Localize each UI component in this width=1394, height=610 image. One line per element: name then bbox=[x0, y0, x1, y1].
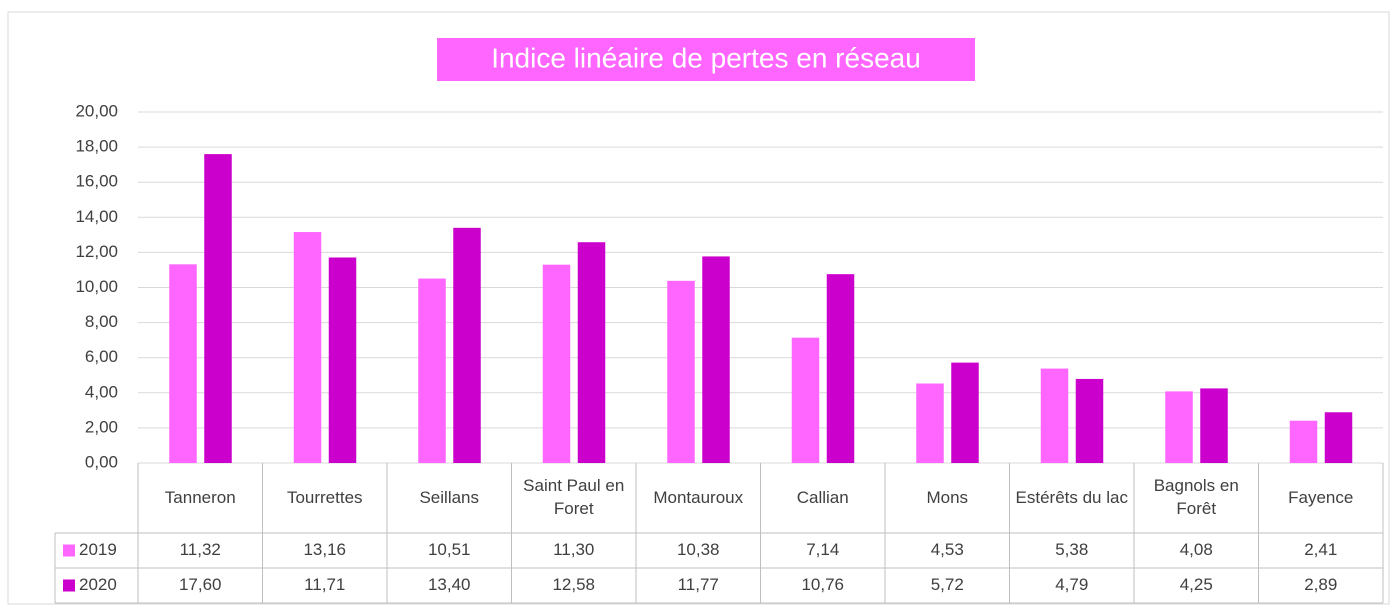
bar bbox=[418, 278, 446, 463]
bar bbox=[951, 362, 979, 463]
x-tick-label: Fayence bbox=[1288, 487, 1354, 507]
chart-title: Indice linéaire de pertes en réseau bbox=[491, 42, 921, 73]
bar bbox=[577, 242, 606, 463]
data-table-value: 2,89 bbox=[1304, 575, 1337, 594]
bar bbox=[293, 232, 322, 463]
y-tick-label: 10,00 bbox=[75, 277, 118, 296]
data-table-value: 11,71 bbox=[304, 575, 345, 594]
x-category-cell: Montauroux bbox=[653, 487, 744, 507]
data-table-value: 2,41 bbox=[1304, 540, 1337, 559]
data-table-value: 11,32 bbox=[180, 540, 221, 559]
data-table-value: 11,30 bbox=[553, 540, 594, 559]
legend-key bbox=[63, 544, 75, 557]
x-tick-label: Estérêts du lac bbox=[1015, 487, 1128, 507]
x-category-cell: Saint Paul en Foret bbox=[523, 476, 625, 518]
bar bbox=[1165, 391, 1193, 463]
chart-border bbox=[7, 11, 1390, 605]
x-category-cell: Estérêts du lac bbox=[1015, 487, 1128, 507]
data-table-value: 5,72 bbox=[931, 575, 964, 594]
y-tick-label: 6,00 bbox=[85, 347, 118, 366]
data-table-value: 10,38 bbox=[677, 540, 720, 559]
data-table-value: 12,58 bbox=[552, 575, 595, 594]
data-table-value: 4,08 bbox=[1180, 540, 1213, 559]
x-tick-label: Saint Paul en Foret bbox=[523, 476, 625, 518]
bar bbox=[667, 280, 695, 463]
data-table-value: 4,53 bbox=[931, 540, 964, 559]
title-background bbox=[437, 38, 975, 81]
x-tick-label: Callian bbox=[796, 487, 849, 507]
legend-label: 2020 bbox=[79, 575, 117, 594]
bar bbox=[1289, 420, 1318, 463]
bar bbox=[169, 264, 197, 463]
bar bbox=[204, 154, 232, 463]
y-tick-label: 2,00 bbox=[85, 417, 118, 436]
y-tick-label: 18,00 bbox=[75, 137, 118, 156]
y-tick-label: 16,00 bbox=[75, 172, 118, 191]
data-table-value: 10,76 bbox=[801, 575, 844, 594]
bar bbox=[1324, 412, 1353, 463]
data-table-value: 17,60 bbox=[179, 575, 222, 594]
data-table-value: 4,79 bbox=[1055, 575, 1088, 594]
data-table-value: 7,14 bbox=[806, 540, 839, 559]
x-tick-label: Tanneron bbox=[164, 487, 236, 507]
y-tick-label: 14,00 bbox=[75, 207, 118, 226]
bar bbox=[916, 383, 944, 463]
legend-key bbox=[63, 579, 75, 592]
x-tick-label: Seillans bbox=[419, 487, 480, 507]
x-category-cell: Callian bbox=[796, 487, 849, 507]
legend-label: 2019 bbox=[79, 540, 117, 559]
x-tick-label: Montauroux bbox=[653, 487, 744, 507]
bar bbox=[1200, 388, 1228, 463]
bar bbox=[791, 337, 820, 463]
y-tick-label: 0,00 bbox=[85, 452, 118, 471]
y-tick-label: 4,00 bbox=[85, 382, 118, 401]
data-table-value: 5,38 bbox=[1055, 540, 1088, 559]
y-tick-label: 8,00 bbox=[85, 312, 118, 331]
x-category-cell: Mons bbox=[926, 487, 969, 507]
bar bbox=[453, 227, 481, 463]
data-table-value: 13,40 bbox=[428, 575, 471, 594]
x-category-cell: Bagnols en Forêt bbox=[1153, 476, 1239, 518]
x-category-cell: Tanneron bbox=[164, 487, 236, 507]
data-table-value: 13,16 bbox=[303, 540, 346, 559]
bar bbox=[542, 264, 571, 463]
y-tick-label: 12,00 bbox=[75, 242, 118, 261]
bar bbox=[826, 274, 855, 463]
data-table-value: 4,25 bbox=[1180, 575, 1213, 594]
x-category-cell: Fayence bbox=[1288, 487, 1354, 507]
data-table-value: 10,51 bbox=[428, 540, 471, 559]
bar bbox=[702, 256, 730, 463]
x-tick-label: Mons bbox=[926, 487, 969, 507]
x-tick-label: Tourrettes bbox=[286, 487, 363, 507]
y-tick-label: 20,00 bbox=[75, 101, 118, 120]
data-table-value: 11,77 bbox=[678, 575, 719, 594]
x-category-cell: Tourrettes bbox=[286, 487, 363, 507]
x-category-cell: Seillans bbox=[419, 487, 480, 507]
bar bbox=[1040, 368, 1069, 463]
bar bbox=[328, 257, 357, 463]
x-tick-label: Bagnols en Forêt bbox=[1153, 476, 1239, 518]
bar bbox=[1075, 378, 1104, 463]
